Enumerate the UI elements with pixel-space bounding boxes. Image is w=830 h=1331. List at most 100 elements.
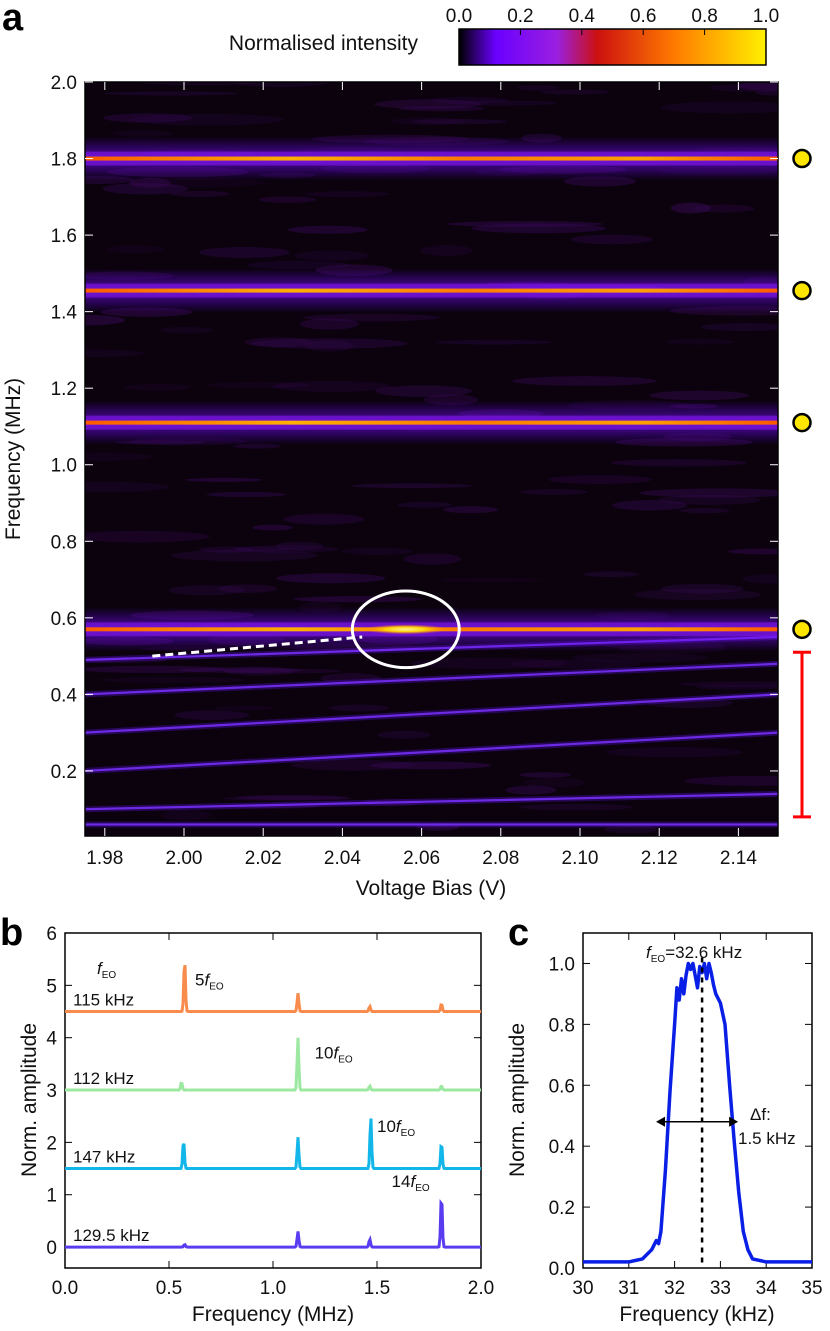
x-tick-label: 32 [664,1278,685,1299]
y-tick-label: 5 [46,976,57,997]
noise-blob [519,488,588,495]
colorbar-label: Normalised intensity [229,32,419,55]
noise-blob [252,524,293,531]
y-axis-label: Frequency (MHz) [2,378,25,540]
noise-blob [660,583,744,594]
y-tick-label: 0.0 [549,1259,575,1280]
colorbar-tick-label: 0.2 [507,6,533,27]
noise-blob [141,82,257,86]
noise-blob [377,730,431,739]
noise-blob [649,390,749,401]
noise-blob [276,573,386,584]
spectra-x-axis-label: Frequency (MHz) [192,1303,354,1326]
noise-blob [684,775,778,786]
colorbar-ticks: 0.0 0.2 0.4 0.6 0.8 1.0 [446,6,779,35]
noise-blob [103,91,239,96]
x-tick-label: 1.5 [364,1278,390,1299]
y-tick-label: 6 [46,924,57,945]
noise-blob [171,549,318,562]
linewidth-value: 1.5 kHz [738,1129,796,1148]
sloped-line [85,693,778,734]
linewidth-axes: 30 31 32 33 34 35 0.0 0.2 0.4 0.6 0.8 1.0 [549,933,823,1299]
linewidth-panel: 30 31 32 33 34 35 0.0 0.2 0.4 0.6 0.8 1.0 Frequency… [506,932,823,1326]
noise-blob [728,548,778,555]
noise-blob [519,772,571,778]
noise-blob [105,245,164,254]
horizontal-lines [85,136,778,652]
noise-blob [540,89,610,95]
x-tick-label: 30 [572,1278,593,1299]
range-bar [793,650,811,819]
noise-blob [223,666,295,676]
noise-blob [291,759,415,771]
noise-blob [85,530,210,543]
y-tick-label: 1 [46,1186,57,1207]
y-tick-label: 2 [46,1133,57,1154]
sloped-line [85,731,778,773]
noise-blob [443,506,499,514]
colorbar-tick-label: 0.0 [446,6,472,27]
y-tick-label: 0.6 [51,609,77,630]
mode-markers [792,148,812,640]
spectra-series: 115 kHz 5fEO 112 kHz 10fEO 147 kHz 10fEO 129.5… [65,964,481,1249]
noise-blob [691,204,755,213]
highlight-ellipse [350,589,461,670]
heatmap-panel: 1.98 2.00 2.02 2.04 2.06 2.08 2.10 2.12 2.14 0.2 0… [2,73,812,900]
noise-blob [375,385,472,397]
noise-blob [397,501,452,508]
y-tick-label: 0.2 [549,1198,575,1219]
y-tick-label: 1.2 [51,379,77,400]
noise-blob [160,326,214,334]
noise-blob [301,313,440,322]
x-tick-label: 0.0 [52,1278,78,1299]
noise-blob [222,796,353,801]
noise-blob [293,596,422,603]
colorbar-tick-label: 0.6 [630,6,656,27]
noise-blob [700,323,778,331]
noise-blob [512,376,658,386]
spectra-axes: 0.0 0.5 1.0 1.5 2.0 0 1 2 3 4 5 6 [46,924,494,1299]
noise-blob [374,99,482,109]
noise-blob [436,339,552,345]
horizontal-line [85,288,778,293]
noise-blob [287,225,368,234]
noise-blob [505,785,557,795]
spectrum-line [65,1118,481,1170]
linewidth-arrowhead-right [729,1116,739,1127]
noise-blob [390,117,465,126]
noise-blob [206,491,287,498]
linewidth-curve [583,961,812,1264]
x-tick-label: 2.14 [720,848,757,869]
y-tick-label: 0.8 [51,532,77,553]
noise-blob [678,681,778,688]
y-tick-label: 0.6 [549,1076,575,1097]
noise-blob [222,668,342,674]
noise-blob [303,340,354,352]
noise-blob [85,665,230,673]
x-tick-label: 35 [801,1278,822,1299]
sloped-line [85,662,778,696]
x-tick-label: 31 [618,1278,639,1299]
noise-blob [370,761,492,770]
noise-blob [102,183,189,195]
noise-blob [429,96,509,104]
noise-blob [660,101,778,114]
noise-blob [234,82,329,87]
sloped-lines [85,633,778,828]
colorbar-tick-label: 1.0 [753,6,779,27]
y-tick-label: 1.8 [51,150,77,171]
y-tick-label: 3 [46,1081,57,1102]
noise-blob [320,673,381,684]
x-tick-label: 2.12 [641,848,678,869]
noise-blob [634,588,761,601]
noise-blob [670,202,712,214]
noise-blob [403,553,462,565]
noise-blob [523,777,586,788]
spectrum-line [65,1037,481,1092]
noise-blob [130,113,284,126]
noise-blob [272,380,392,392]
noise-blob [85,481,170,493]
colorbar-tick-label: 0.4 [569,6,596,27]
harmonic-label: 10fEO [315,1044,353,1066]
